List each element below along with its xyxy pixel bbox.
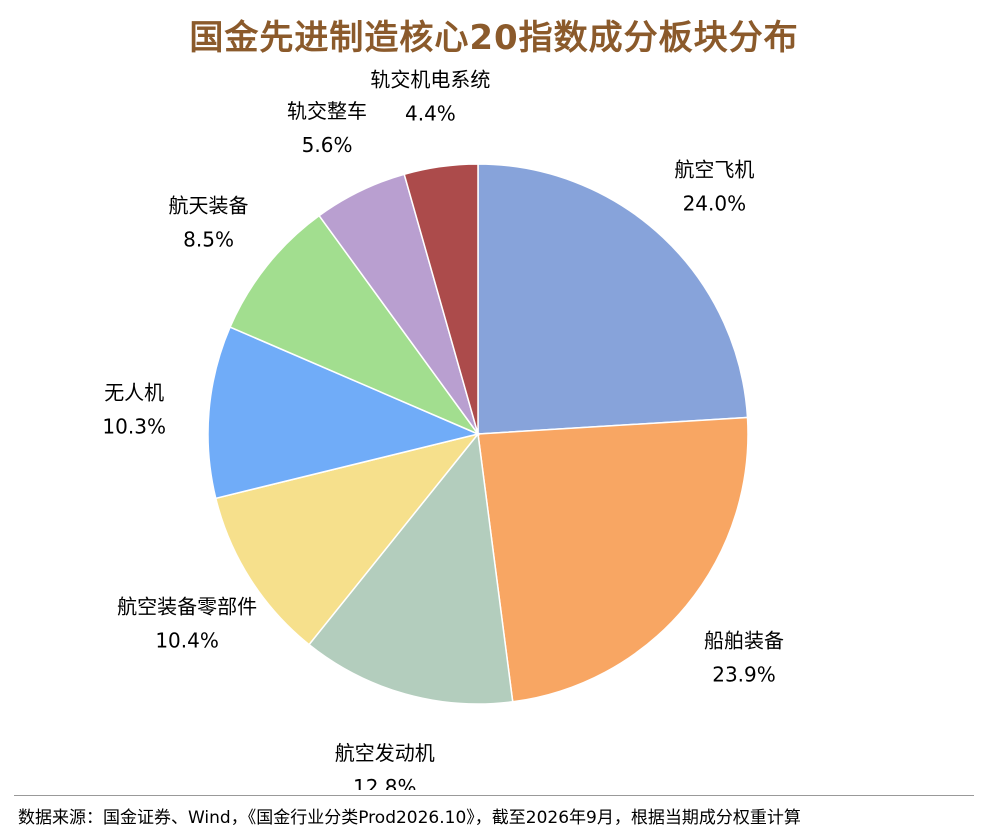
slice-value-3: 10.4%: [155, 628, 219, 652]
pie-slice-5: [229, 214, 481, 436]
slice-value-2: 12.8%: [353, 775, 417, 790]
source-divider: [14, 795, 974, 796]
slice-value-6: 5.6%: [302, 133, 353, 157]
slice-label-7: 轨交机电系统: [370, 67, 490, 91]
slice-value-7: 4.4%: [405, 101, 456, 125]
pie-slice-2: [307, 432, 514, 705]
pie-chart: 航空飞机 24.0% 船舶装备 23.9% 航空发动机 12.8% 航空装备零部件 10.4%…: [102, 67, 784, 790]
slice-value-5: 8.5%: [183, 228, 234, 252]
slice-label-0: 航空飞机: [674, 158, 754, 182]
slice-value-4: 10.3%: [102, 414, 166, 438]
slice-label-5: 航天装备: [169, 194, 249, 218]
slice-label-2: 航空发动机: [335, 741, 435, 765]
slice-value-1: 23.9%: [712, 663, 776, 687]
source-note: 数据来源：国金证券、Wind，《国金行业分类Prod2026.10》，截至202…: [18, 808, 801, 828]
pie-slice-7: [403, 163, 479, 435]
pie-slice-3: [214, 432, 480, 646]
pie-slice-4: [207, 326, 481, 500]
chart-title: 国金先进制造核心20指数成分板块分布: [189, 18, 799, 58]
slice-label-4: 无人机: [104, 380, 164, 404]
slice-label-3: 航空装备零部件: [117, 594, 257, 618]
slice-label-1: 船舶装备: [704, 629, 784, 653]
pie-slice-0: [477, 163, 749, 435]
slice-label-6: 轨交整车: [287, 99, 367, 123]
slice-value-0: 24.0%: [683, 192, 747, 216]
pie-slice-1: [477, 416, 749, 703]
